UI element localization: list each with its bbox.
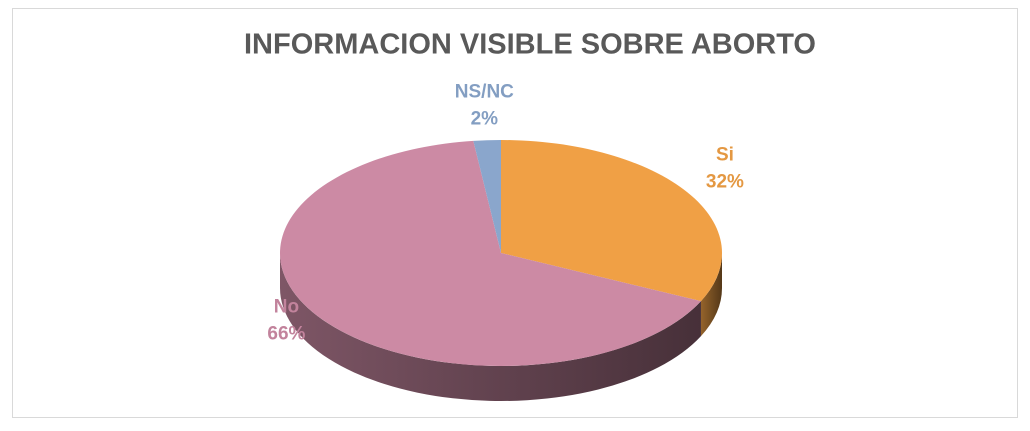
slice-label: No (274, 297, 299, 318)
pie-slice (473, 140, 501, 253)
slice-value-label: 66% (267, 324, 305, 345)
slice-value-label: 32% (706, 171, 744, 192)
slice-side (700, 253, 722, 337)
pie-slice (280, 140, 701, 366)
slice-value-label: 2% (471, 109, 499, 130)
chart-title: INFORMACION VISIBLE SOBRE ABORTO (244, 29, 816, 61)
slice-label: NS/NC (455, 82, 514, 103)
slice-side (280, 253, 701, 402)
pie-slice (501, 140, 722, 302)
slice-label: Si (716, 144, 734, 165)
